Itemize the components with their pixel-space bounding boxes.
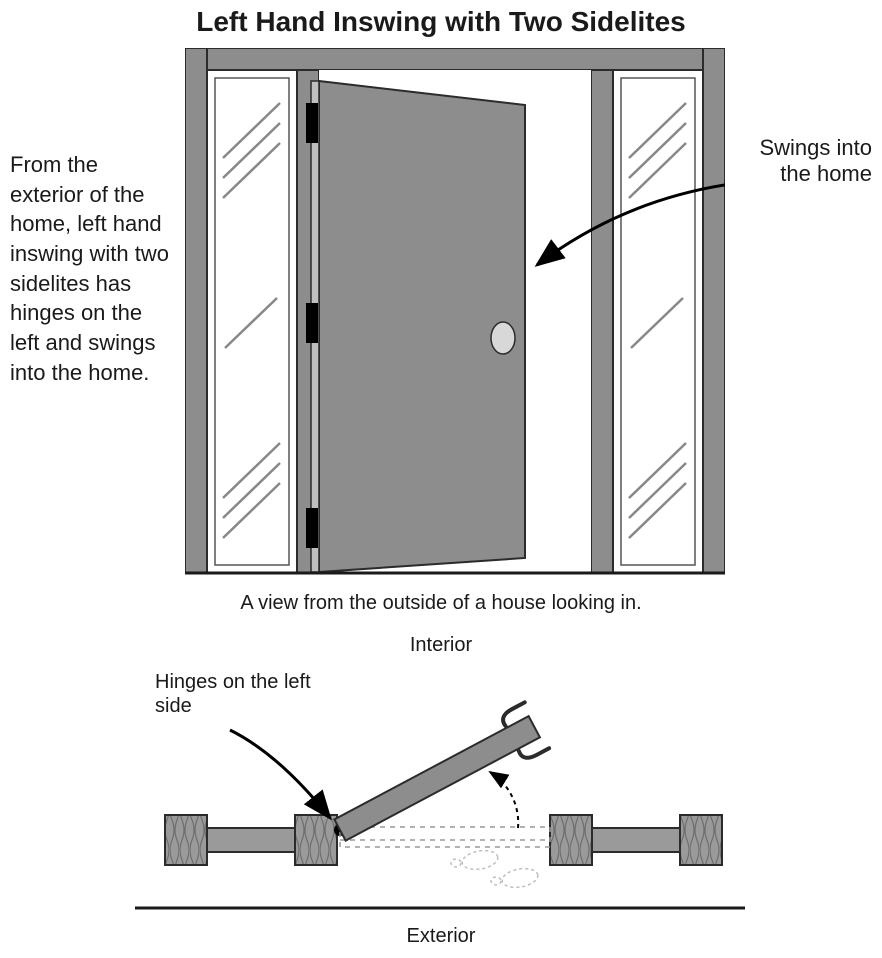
- door-plan-diagram: [130, 660, 750, 920]
- elevation-caption: A view from the outside of a house looki…: [0, 592, 882, 615]
- description-text: From the exterior of the home, left hand…: [10, 150, 170, 388]
- door-elevation-diagram: [185, 48, 725, 583]
- interior-label: Interior: [0, 634, 882, 657]
- exterior-label: Exterior: [0, 925, 882, 948]
- swing-annotation: Swings into the home: [732, 135, 872, 188]
- page-title: Left Hand Inswing with Two Sidelites: [0, 6, 882, 38]
